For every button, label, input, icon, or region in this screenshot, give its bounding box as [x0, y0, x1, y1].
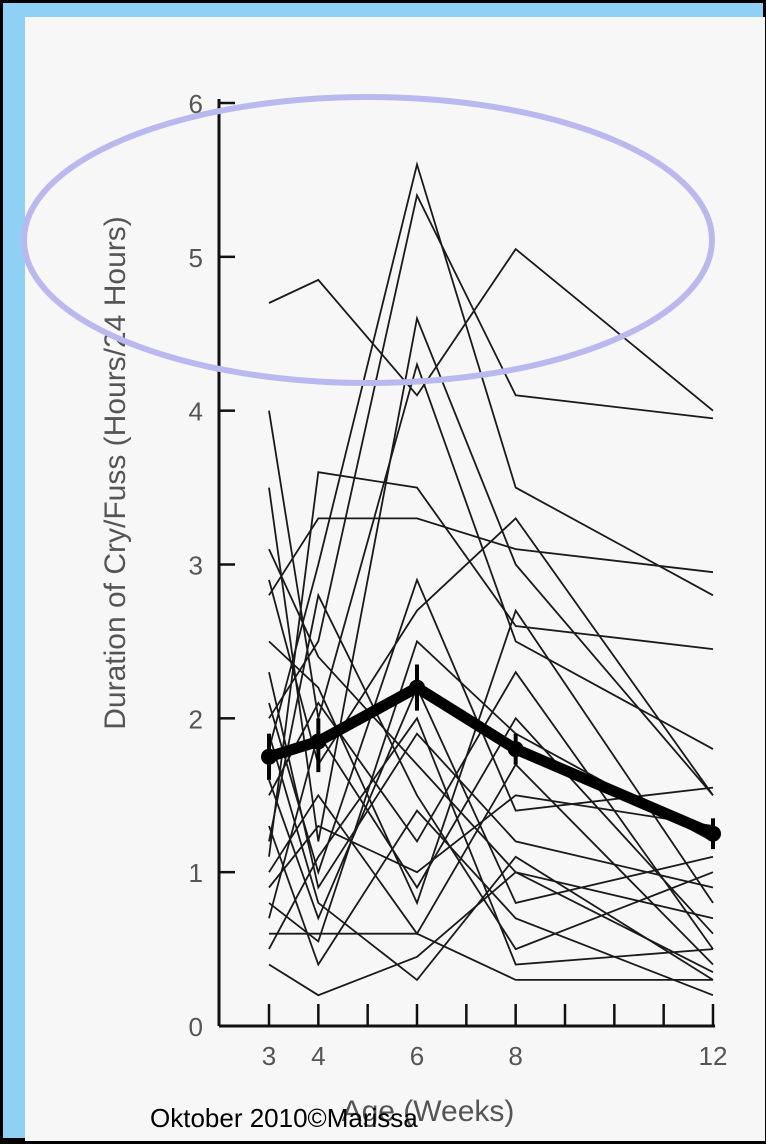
mean-point: [310, 733, 327, 750]
individual-series-line: [268, 608, 714, 906]
mean-point: [261, 748, 277, 765]
individual-series-line: [268, 548, 714, 920]
individual-series-line: [268, 361, 714, 750]
individual-series-line: [268, 517, 714, 796]
footer-credit: Oktober 2010©Marissa: [150, 1103, 418, 1133]
x-tick-label: 4: [311, 1041, 325, 1071]
highlight-ellipse: [21, 94, 715, 386]
individual-series-line: [268, 809, 714, 997]
individual-series-line: [268, 716, 714, 935]
x-tick-label: 6: [410, 1041, 424, 1071]
individual-series-line: [268, 577, 714, 876]
individual-series-line: [268, 716, 714, 966]
y-tick-label: 1: [189, 858, 203, 888]
axes-group: [217, 99, 715, 1028]
individual-series-line: [268, 670, 714, 950]
mean-point: [507, 741, 524, 758]
x-tick-label: 3: [262, 1041, 276, 1071]
y-tick-label: 6: [189, 89, 203, 119]
individual-series-line: [268, 471, 714, 857]
y-tick-label: 5: [189, 243, 203, 273]
y-axis-label: Duration of Cry/Fuss (Hours/24 Hours): [99, 216, 132, 730]
chart-panel: [25, 17, 765, 1141]
x-axis-label: Age (Weeks): [342, 1095, 515, 1128]
individual-series-line: [268, 192, 714, 719]
y-tick-label: 4: [189, 397, 203, 427]
x-tick-label: 12: [699, 1041, 728, 1071]
mean-point: [409, 679, 425, 696]
individual-series-line: [268, 315, 714, 842]
individual-series-group: [268, 161, 714, 997]
individual-series-line: [268, 733, 714, 982]
y-tick-label: 3: [189, 551, 203, 581]
mean-point: [705, 825, 721, 842]
individual-series-line: [269, 932, 713, 981]
individual-series-line: [268, 639, 714, 943]
individual-series-line: [268, 247, 714, 412]
mean-series-group: [261, 664, 721, 850]
y-tick-label: 2: [189, 704, 203, 734]
x-tick-label: 8: [508, 1041, 522, 1071]
individual-series-line: [268, 161, 714, 750]
individual-series-line: [268, 871, 714, 997]
individual-series-line: [268, 592, 714, 951]
individual-series-line: [268, 517, 714, 596]
y-tick-label: 0: [189, 1012, 203, 1042]
